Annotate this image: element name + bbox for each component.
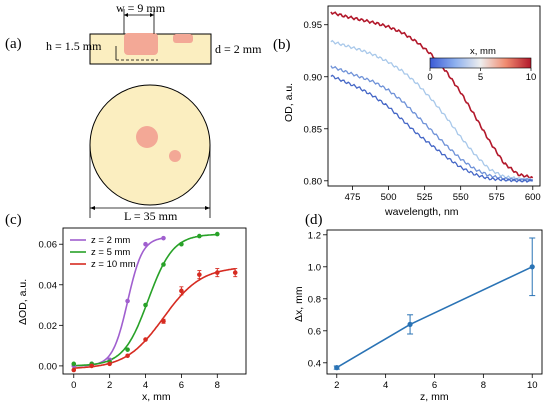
y-tick-label: 0.85 bbox=[304, 124, 323, 135]
x-tick-label: 575 bbox=[489, 192, 505, 203]
inclusion-large-side bbox=[124, 33, 158, 55]
x-tick-label: 4 bbox=[143, 380, 148, 391]
data-point bbox=[214, 270, 220, 275]
colorbar-tick-label: 10 bbox=[526, 72, 537, 83]
y-tick-label: 0.95 bbox=[304, 20, 323, 31]
data-point bbox=[107, 361, 112, 367]
length-arrowhead-right bbox=[205, 206, 210, 210]
data-point bbox=[125, 353, 130, 359]
spectrum-line-x-10 bbox=[330, 11, 534, 180]
width-arrowhead-left bbox=[124, 13, 128, 17]
data-point bbox=[71, 367, 77, 373]
length-label: L = 35 mm bbox=[124, 209, 178, 223]
spectrum-line-x-3 bbox=[330, 65, 533, 182]
xlabel-b: wavelength, nm bbox=[384, 206, 459, 218]
data-point bbox=[143, 337, 148, 342]
x-tick-label: 500 bbox=[381, 192, 397, 203]
panel-a: (a) w = 9 mm h = 1.5 mm d = 2 mm L = 35 … bbox=[5, 1, 262, 223]
ylabel-c: ΔOD, a.u. bbox=[17, 279, 29, 325]
inclusion-large-top bbox=[136, 126, 158, 148]
y-tick-label: 0.8 bbox=[308, 294, 321, 305]
x-tick-label: 600 bbox=[525, 192, 541, 203]
y-tick-label: 0.80 bbox=[304, 176, 323, 187]
data-point bbox=[529, 264, 535, 270]
data-point bbox=[197, 233, 202, 239]
depth-label: d = 2 mm bbox=[215, 42, 262, 56]
y-tick-label: 0.4 bbox=[308, 358, 321, 369]
y-tick-label: 0.6 bbox=[308, 326, 321, 337]
xlabel-c: x, mm bbox=[142, 391, 171, 403]
x-tick-label: 550 bbox=[453, 192, 469, 203]
y-tick-label: 0.02 bbox=[39, 321, 58, 332]
data-point bbox=[232, 270, 238, 275]
inclusion-small-top bbox=[169, 150, 181, 162]
colorbar-tick-label: 0 bbox=[427, 72, 432, 83]
y-tick-label: 1.0 bbox=[308, 262, 321, 273]
width-label: w = 9 mm bbox=[116, 1, 166, 15]
x-tick-label: 4 bbox=[383, 380, 388, 391]
data-point bbox=[214, 231, 220, 237]
xlabel-d: z, mm bbox=[420, 391, 449, 403]
data-point bbox=[407, 321, 413, 327]
x-tick-label: 0 bbox=[71, 380, 76, 391]
x-tick-label: 2 bbox=[334, 380, 339, 391]
panel-label-b: (b) bbox=[273, 37, 291, 53]
y-tick-label: 0.06 bbox=[39, 240, 58, 251]
legend-label-z10: z = 10 mm bbox=[91, 259, 136, 270]
data-point bbox=[161, 235, 166, 241]
data-point bbox=[143, 302, 148, 308]
spectrum-line-x-1.5 bbox=[330, 74, 533, 183]
legend-label-z5: z = 5 mm bbox=[91, 247, 130, 258]
y-tick-label: 0.90 bbox=[304, 72, 323, 83]
data-point bbox=[125, 298, 130, 304]
x-tick-label: 10 bbox=[527, 380, 538, 391]
panel-label-a: (a) bbox=[5, 36, 22, 52]
x-tick-label: 6 bbox=[179, 380, 184, 391]
data-point bbox=[71, 361, 77, 367]
y-tick-label: 0.04 bbox=[39, 280, 58, 291]
x-tick-label: 2 bbox=[107, 380, 112, 391]
trend-line bbox=[336, 266, 533, 369]
plot-frame-c bbox=[62, 227, 247, 375]
data-point bbox=[179, 241, 184, 247]
ylabel-b: OD, a.u. bbox=[283, 83, 295, 122]
data-point bbox=[197, 272, 202, 277]
data-point bbox=[161, 318, 166, 324]
x-tick-label: 8 bbox=[215, 380, 220, 391]
panel-c: (c) 0 2 4 6 8 0.00 0.02 0.04 0.06 z = 2 mm z = 5… bbox=[5, 212, 247, 403]
data-point bbox=[334, 365, 340, 371]
legend-label-z2: z = 2 mm bbox=[91, 235, 130, 246]
panel-d: (d) 2 4 6 8 10 0.4 0.6 0.8 1.0 1.2 z, mm Δx, mm bbox=[293, 212, 543, 403]
y-tick-label: 1.2 bbox=[308, 230, 321, 241]
plot-frame-b bbox=[327, 5, 541, 187]
colorbar-tick-label: 5 bbox=[478, 72, 483, 83]
inclusion-small-side bbox=[173, 34, 193, 43]
data-point bbox=[161, 262, 166, 267]
legend-c: z = 2 mm z = 5 mm z = 10 mm bbox=[70, 235, 136, 270]
data-point bbox=[125, 347, 130, 352]
data-point bbox=[179, 288, 184, 294]
x-tick-label: 8 bbox=[481, 380, 486, 391]
colorbar-label: x, mm bbox=[470, 46, 496, 57]
data-point bbox=[89, 363, 95, 369]
x-tick-label: 475 bbox=[345, 192, 361, 203]
width-arrowhead-right bbox=[150, 13, 154, 17]
data-point bbox=[143, 241, 148, 247]
panel-label-c: (c) bbox=[5, 212, 22, 228]
plot-frame-d bbox=[326, 229, 543, 375]
colorbar bbox=[429, 57, 532, 69]
y-tick-label: 0.00 bbox=[39, 361, 58, 372]
ylabel-d: Δx, mm bbox=[293, 286, 305, 322]
panel-label-d: (d) bbox=[305, 212, 323, 228]
height-label: h = 1.5 mm bbox=[46, 39, 102, 53]
fit-curve-2 bbox=[73, 268, 236, 369]
x-tick-label: 6 bbox=[432, 380, 437, 391]
x-tick-label: 525 bbox=[417, 192, 433, 203]
spectrum-line-x-5.5 bbox=[330, 39, 533, 182]
panel-b: (b) 475 500 525 550 575 600 0.80 0.85 0.90 0.95 x… bbox=[273, 5, 541, 218]
length-arrowhead-left bbox=[90, 206, 95, 210]
